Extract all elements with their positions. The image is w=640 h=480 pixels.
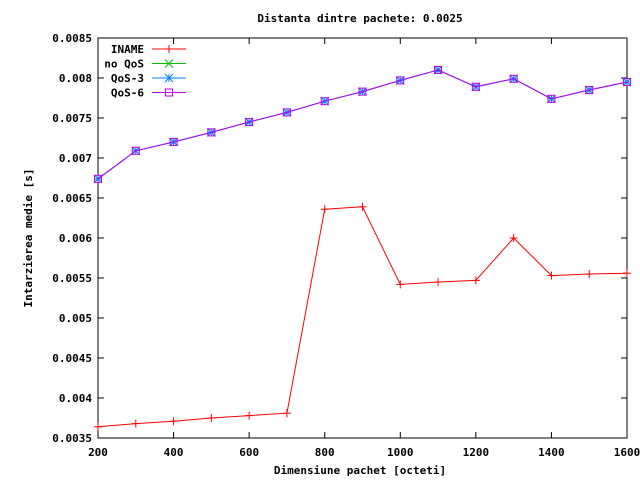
series-qos-6 (94, 66, 631, 183)
data-point (585, 86, 594, 94)
legend-item: INAME (111, 43, 186, 56)
series-line (97, 69, 628, 180)
x-tick-label: 1000 (387, 446, 414, 459)
legend-swatch-marker (164, 59, 174, 68)
data-point (169, 138, 178, 146)
legend-swatch-marker (165, 88, 173, 97)
data-point (623, 78, 631, 86)
data-point (131, 419, 140, 428)
data-point (320, 205, 329, 214)
data-point (207, 414, 216, 422)
series-line (97, 69, 628, 180)
legend-label: QoS-3 (111, 72, 144, 85)
x-tick-label: 200 (88, 446, 108, 459)
y-tick-label: 0.005 (59, 312, 92, 325)
x-tick-label: 1600 (614, 446, 640, 459)
x-tick-label: 400 (164, 446, 184, 459)
data-point (245, 118, 254, 126)
y-tick-label: 0.008 (59, 72, 92, 85)
legend-item: no QoS (104, 58, 186, 71)
data-point (358, 202, 367, 211)
y-tick-label: 0.007 (59, 152, 92, 165)
data-point (282, 108, 291, 117)
data-point (509, 234, 518, 242)
x-tick-label: 800 (315, 446, 335, 459)
y-tick-label: 0.0055 (52, 272, 92, 285)
y-tick-label: 0.0035 (52, 432, 92, 445)
data-point (169, 417, 178, 426)
legend-label: QoS-6 (111, 87, 144, 100)
data-point (585, 270, 594, 278)
legend-label: INAME (111, 43, 144, 56)
data-point (396, 76, 405, 85)
y-tick-label: 0.0065 (52, 192, 92, 205)
y-tick-label: 0.006 (59, 232, 92, 245)
legend-swatch-marker (164, 73, 174, 83)
series-layer (93, 65, 632, 431)
legend-swatch-marker (165, 45, 173, 53)
legend-item: QoS-3 (111, 72, 186, 85)
series-qos-3 (93, 65, 632, 184)
data-point (547, 271, 556, 280)
data-point (434, 66, 443, 74)
series-line (97, 206, 628, 428)
series-iname (94, 202, 631, 431)
data-point (358, 87, 367, 96)
y-axis-label: Intarzierea medie [s] (22, 168, 35, 307)
data-point (623, 269, 631, 278)
data-point (547, 94, 556, 103)
x-tick-label: 600 (239, 446, 259, 459)
data-point (131, 146, 140, 155)
y-axis: 0.0035 0.004 0.0045 0.005 0.0055 0.006 0.0065 0… (52, 32, 627, 445)
legend-label: no QoS (104, 58, 144, 71)
data-point (509, 74, 518, 83)
data-point (207, 128, 216, 137)
series-no-qos (93, 65, 632, 184)
x-tick-label: 1400 (538, 446, 565, 459)
y-tick-label: 0.004 (59, 392, 92, 405)
data-point (282, 409, 291, 418)
chart-title: Distanta dintre pachete: 0.0025 (257, 12, 462, 25)
data-point (396, 280, 405, 289)
x-axis: 200 400 600 800 1000 1200 1400 1600 (88, 38, 640, 459)
y-tick-label: 0.0045 (52, 352, 92, 365)
y-tick-label: 0.0075 (52, 112, 92, 125)
data-point (471, 82, 480, 91)
data-point (434, 278, 443, 286)
data-point (245, 411, 254, 420)
legend-item: QoS-6 (111, 87, 186, 100)
x-tick-label: 1200 (463, 446, 490, 459)
data-point (94, 174, 102, 183)
series-line (97, 69, 628, 180)
data-point (94, 422, 102, 431)
data-point (320, 97, 329, 106)
x-axis-label: Dimensiune pachet [octeti] (274, 464, 446, 477)
y-tick-label: 0.0085 (52, 32, 92, 45)
data-point (471, 276, 480, 285)
